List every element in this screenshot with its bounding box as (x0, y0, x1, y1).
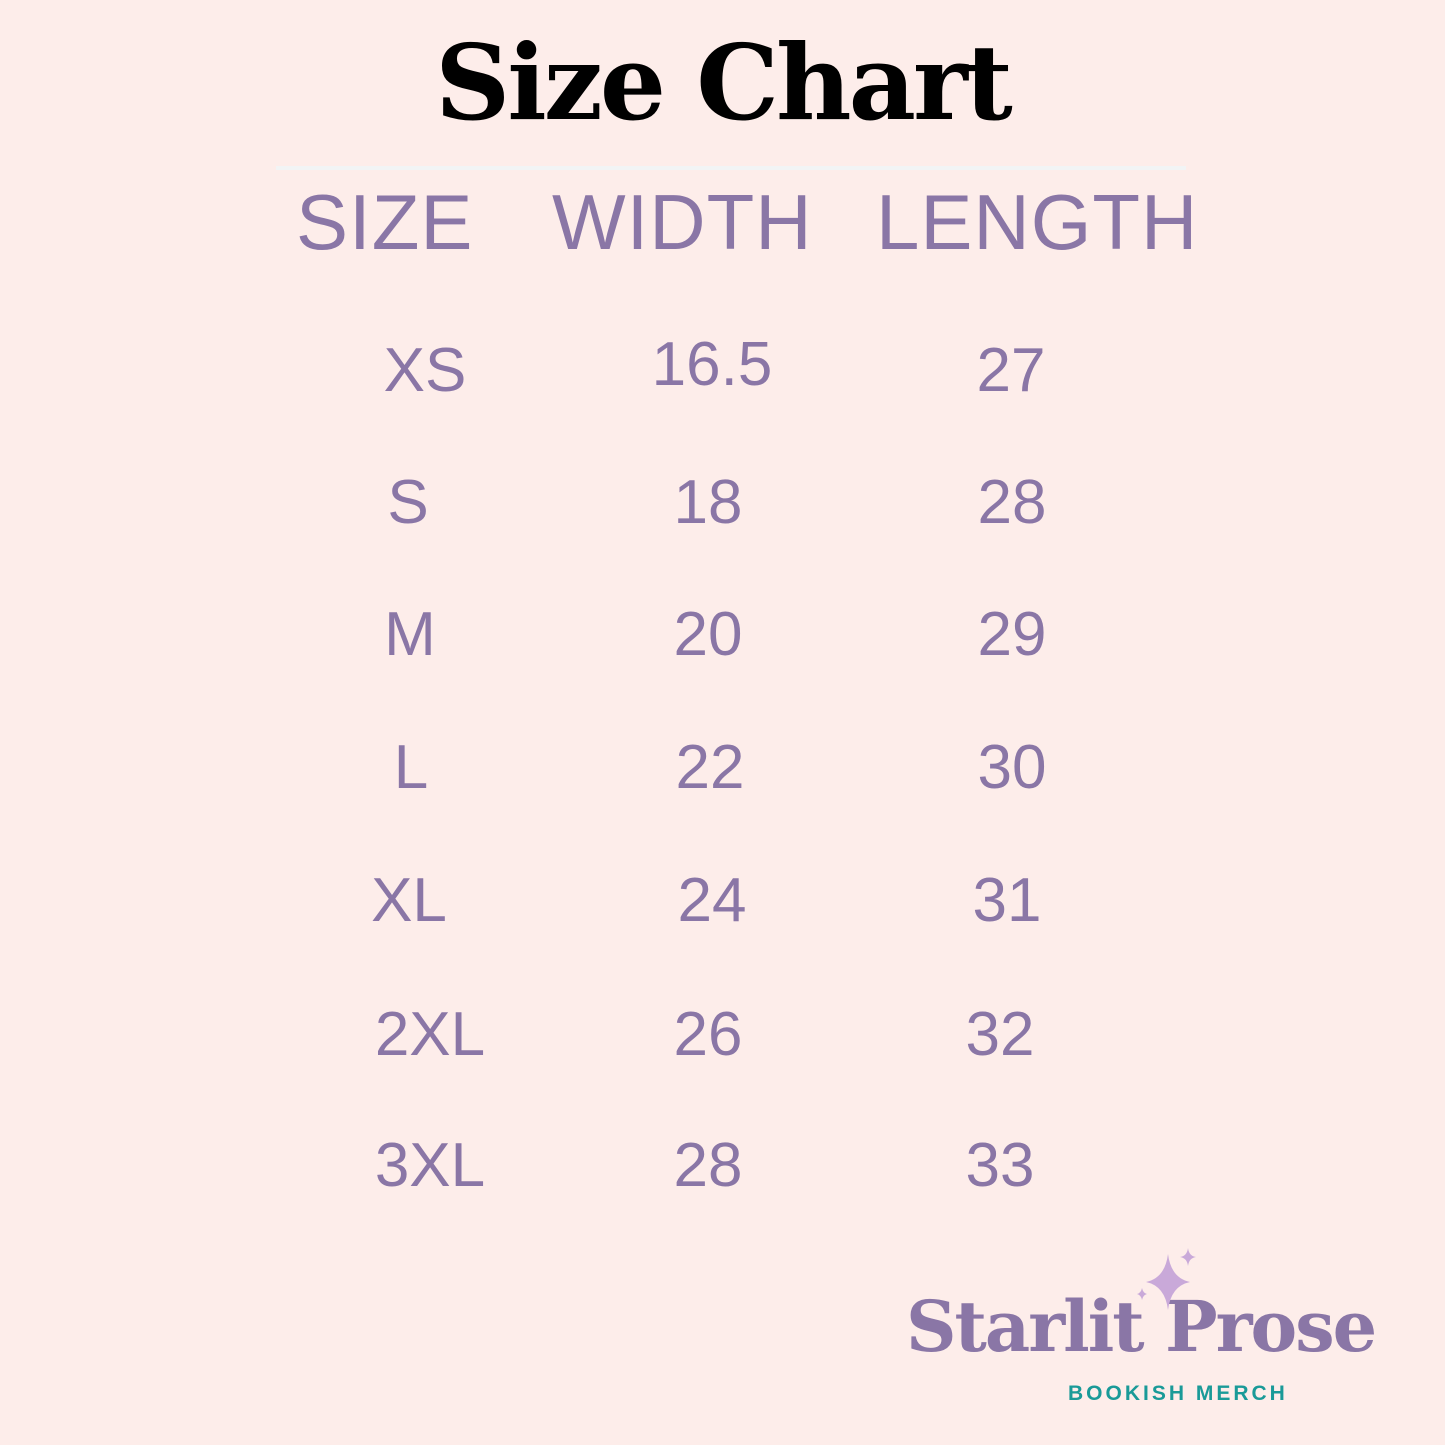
cell-length: 32 (965, 1000, 1035, 1069)
cell-length: 31 (972, 866, 1042, 935)
cell-width: 24 (677, 866, 747, 935)
cell-size: M (384, 600, 436, 669)
cell-size: 2XL (374, 1000, 486, 1069)
brand-logo: Starlit Prose BOOKISH MERCH (906, 1248, 1416, 1405)
sparkle-icon (1137, 1248, 1196, 1310)
cell-size: S (387, 468, 429, 537)
cell-length: 29 (977, 600, 1047, 669)
cell-width: 22 (675, 733, 745, 802)
divider (276, 166, 1186, 170)
cell-length: 28 (977, 468, 1047, 537)
header-length: LENGTH (876, 178, 1199, 266)
cell-width: 26 (673, 1000, 743, 1069)
cell-size: XS (383, 336, 467, 405)
header-width: WIDTH (552, 178, 813, 266)
cell-size: 3XL (374, 1131, 486, 1200)
cell-width: 18 (673, 468, 743, 537)
cell-width: 28 (673, 1131, 743, 1200)
cell-size: L (393, 733, 429, 802)
cell-length: 30 (977, 733, 1047, 802)
cell-length: 27 (976, 336, 1046, 405)
cell-size: XL (371, 866, 447, 935)
cell-length: 33 (965, 1131, 1035, 1200)
brand-tagline: BOOKISH MERCH (1068, 1382, 1288, 1405)
page-title: Size Chart (435, 21, 1013, 144)
header-size: SIZE (296, 178, 474, 266)
brand-name: Starlit Prose (906, 1285, 1377, 1368)
cell-width: 16.5 (651, 330, 773, 399)
cell-width: 20 (673, 600, 743, 669)
